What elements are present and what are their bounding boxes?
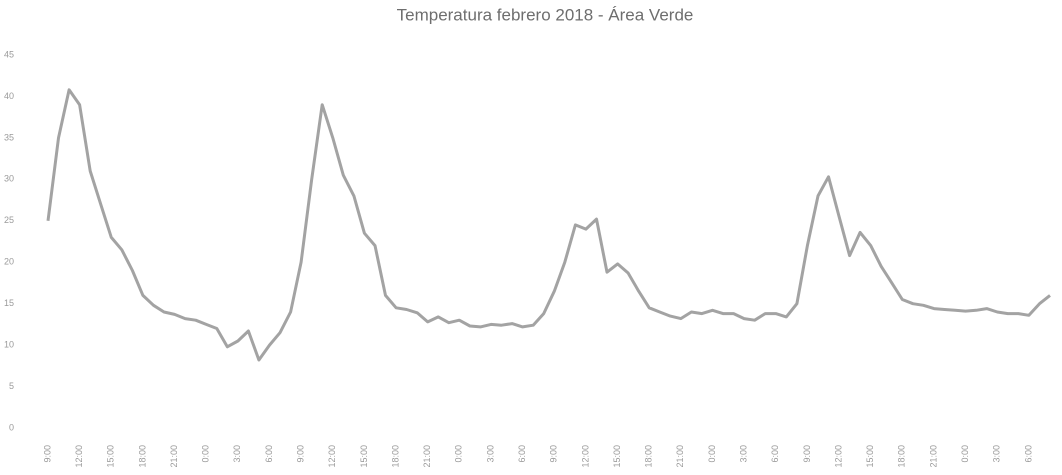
x-tick-label: 15:00	[865, 445, 875, 468]
x-tick-label: 15:00	[612, 445, 622, 468]
x-tick-label: 3:00	[232, 445, 242, 463]
x-tick-label: 15:00	[359, 445, 369, 468]
x-tick-label: 3:00	[485, 445, 495, 463]
y-tick-label: 25	[4, 215, 14, 225]
x-tick-label: 0:00	[454, 445, 464, 463]
x-tick-label: 6:00	[770, 445, 780, 463]
x-tick-label: 12:00	[833, 445, 843, 468]
x-tick-label: 18:00	[644, 445, 654, 468]
x-tick-label: 9:00	[802, 445, 812, 463]
data-line	[46, 88, 1051, 362]
x-tick-label: 12:00	[74, 445, 84, 468]
y-tick-label: 20	[4, 257, 14, 267]
x-tick-label: 18:00	[897, 445, 907, 468]
x-tick-label: 18:00	[390, 445, 400, 468]
x-tick-label: 0:00	[707, 445, 717, 463]
y-tick-label: 35	[4, 132, 14, 142]
x-tick-label: 9:00	[296, 445, 306, 463]
y-tick-label: 40	[4, 91, 14, 101]
x-tick-label: 18:00	[137, 445, 147, 468]
y-tick-label: 15	[4, 298, 14, 308]
y-tick-label: 10	[4, 339, 14, 349]
x-tick-label: 3:00	[992, 445, 1002, 463]
x-tick-label: 9:00	[549, 445, 559, 463]
x-tick-label: 6:00	[264, 445, 274, 463]
y-tick-label: 30	[4, 174, 14, 184]
x-tick-label: 21:00	[422, 445, 432, 468]
x-tick-label: 6:00	[517, 445, 527, 463]
x-tick-label: 0:00	[201, 445, 211, 463]
y-tick-label: 0	[9, 422, 14, 432]
x-tick-label: 3:00	[739, 445, 749, 463]
chart-title: Temperatura febrero 2018 - Área Verde	[397, 5, 694, 24]
y-tick-label: 5	[9, 381, 14, 391]
x-tick-label: 9:00	[42, 445, 52, 463]
y-tick-label: 45	[4, 49, 14, 59]
x-tick-label: 12:00	[327, 445, 337, 468]
x-tick-label: 0:00	[960, 445, 970, 463]
x-tick-label: 21:00	[675, 445, 685, 468]
x-tick-label: 6:00	[1023, 445, 1033, 463]
x-tick-label: 12:00	[580, 445, 590, 468]
x-tick-label: 21:00	[169, 445, 179, 468]
x-tick-label: 15:00	[106, 445, 116, 468]
x-tick-label: 21:00	[928, 445, 938, 468]
